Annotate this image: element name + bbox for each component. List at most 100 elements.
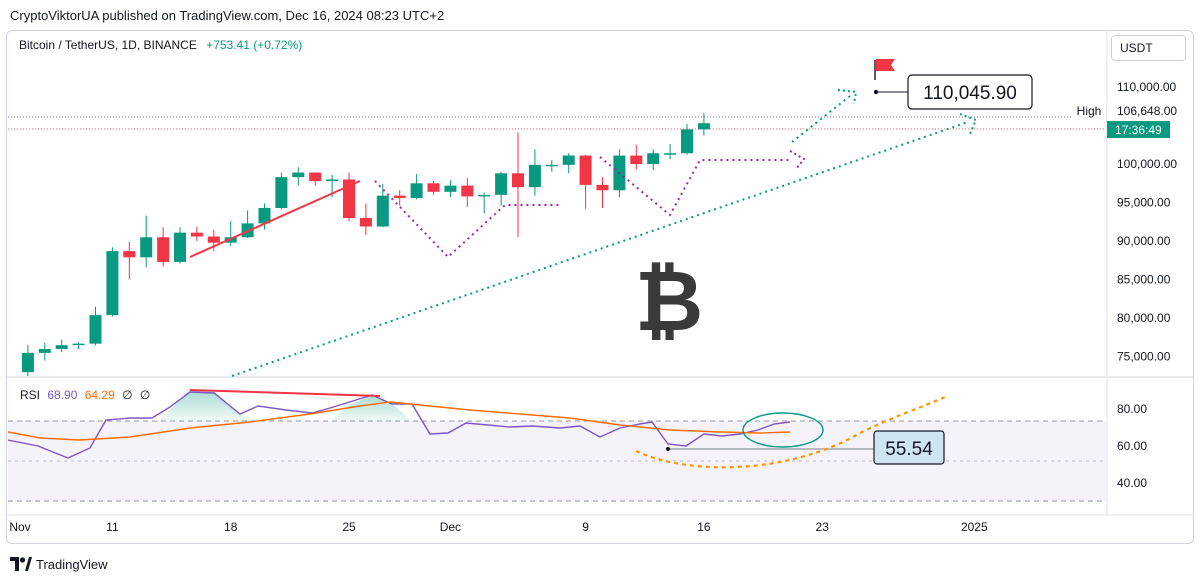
high-label: High	[1077, 104, 1102, 118]
bitcoin-symbol: ₿	[635, 254, 703, 348]
candle-body[interactable]	[697, 123, 710, 130]
price-tick-label: 110,000.00	[1117, 80, 1176, 94]
candle-body[interactable]	[562, 155, 575, 165]
rsi-tick-label: 80.00	[1117, 402, 1147, 416]
candle-body[interactable]	[393, 195, 406, 198]
symbol-change: +753.41 (+0.72%)	[206, 38, 303, 52]
candle-body[interactable]	[106, 251, 119, 316]
rsi-legend-param-2: ∅	[139, 388, 151, 402]
rsi-legend-param-1: ∅	[122, 388, 133, 402]
candle-body[interactable]	[410, 183, 423, 198]
price-tick-label: 80,000.00	[1117, 311, 1171, 325]
candle-body[interactable]	[528, 164, 541, 188]
support-trendline[interactable]	[231, 121, 969, 377]
candle-body[interactable]	[157, 237, 170, 262]
rsi-support-dot[interactable]	[666, 447, 670, 451]
candle-body[interactable]	[343, 179, 355, 218]
rsi-target-text: 55.54	[885, 439, 933, 460]
candle-body[interactable]	[647, 153, 660, 165]
candle-body[interactable]	[258, 207, 271, 224]
candle-body[interactable]	[596, 184, 609, 191]
time-tick-label: Dec	[440, 520, 461, 534]
candle-body[interactable]	[478, 194, 491, 197]
candle-body[interactable]	[72, 343, 85, 346]
chart-frame[interactable]	[6, 30, 1194, 544]
flag-icon[interactable]	[874, 59, 895, 80]
currency-label: USDT	[1120, 41, 1153, 55]
price-drawings[interactable]: 110,045.90 ₿	[189, 59, 1033, 377]
target-dot[interactable]	[873, 89, 879, 95]
candle-body[interactable]	[224, 237, 237, 243]
rsi-tick-label: 60.00	[1117, 439, 1147, 453]
candle-body[interactable]	[21, 352, 34, 373]
pattern-second-leg[interactable]	[599, 156, 790, 217]
rsi-curve-projection[interactable]	[635, 395, 946, 469]
rsi-legend-value: 68.90	[47, 388, 78, 402]
candle-body[interactable]	[461, 185, 474, 197]
candle-body[interactable]	[579, 155, 592, 185]
candle-body[interactable]	[630, 155, 643, 165]
candle-body[interactable]	[207, 236, 220, 243]
candle-body[interactable]	[309, 172, 322, 182]
projection-arrow[interactable]	[837, 89, 858, 105]
candle-body[interactable]	[190, 232, 203, 237]
candle-body[interactable]	[495, 173, 508, 195]
price-tick-label: 75,000.00	[1117, 350, 1171, 364]
double-bottom-pattern[interactable]	[374, 180, 560, 259]
rsi-overbought-fill-2	[330, 395, 412, 421]
candle-body[interactable]	[38, 349, 51, 353]
candle-body[interactable]	[444, 185, 457, 192]
high-badge: High 106,648.00	[1071, 103, 1189, 119]
price-tick-label: 100,000.00	[1117, 157, 1177, 171]
candle-body[interactable]	[376, 195, 389, 227]
candle-body[interactable]	[545, 164, 558, 167]
candle-body[interactable]	[123, 251, 136, 258]
pattern-target-arrow[interactable]	[789, 150, 806, 170]
symbol-header[interactable]: Bitcoin / TetherUS, 1D, BINANCE +753.41 …	[19, 38, 302, 52]
candle-body[interactable]	[681, 129, 693, 154]
candle-body[interactable]	[326, 179, 339, 182]
candle-body[interactable]	[275, 177, 288, 208]
time-tick-label: 18	[224, 520, 238, 534]
target-price-text: 110,045.90	[923, 83, 1017, 104]
time-tick-label: Nov	[9, 520, 30, 534]
candle-body[interactable]	[427, 183, 440, 192]
target-price-callout[interactable]	[907, 74, 1033, 110]
bearish-divergence-line[interactable]	[189, 180, 361, 258]
rsi-legend[interactable]: RSI 68.90 64.29 ∅ ∅	[20, 388, 150, 402]
time-tick-label: 2025	[961, 520, 988, 534]
rsi-legend-name: RSI	[20, 388, 41, 402]
time-tick-label: 25	[342, 520, 356, 534]
rsi-divergence-line[interactable]	[189, 389, 381, 397]
time-tick-label: 23	[816, 520, 830, 534]
rsi-ma-line	[8, 401, 791, 441]
support-trend-arrow[interactable]	[959, 113, 978, 135]
price-tick-label: 85,000.00	[1117, 273, 1171, 287]
rsi-legend-ma: 64.29	[84, 388, 115, 402]
candle-body[interactable]	[359, 218, 372, 227]
candle-body[interactable]	[664, 153, 677, 155]
candle-body[interactable]	[512, 173, 524, 188]
candle-body[interactable]	[89, 315, 102, 344]
rsi-line	[8, 391, 791, 459]
footer-brand: TradingView	[36, 556, 108, 572]
symbol-name: Bitcoin / TetherUS, 1D, BINANCE	[19, 38, 197, 52]
countdown-badge: 17:36:49	[1107, 121, 1170, 138]
candle-body[interactable]	[55, 345, 68, 350]
rsi-tick-label: 40.00	[1117, 476, 1147, 490]
rsi-target-callout[interactable]	[873, 430, 945, 465]
footer: TradingView	[10, 554, 108, 574]
tradingview-logo-icon	[10, 557, 32, 571]
time-tick-label: 9	[582, 520, 589, 534]
price-tick-label: 90,000.00	[1117, 234, 1171, 248]
projection-path[interactable]	[791, 95, 851, 143]
high-value: 106,648.00	[1117, 104, 1177, 118]
publish-header: CryptoViktorUA published on TradingView.…	[0, 0, 1200, 30]
currency-button[interactable]: USDT	[1111, 35, 1186, 61]
countdown-text: 17:36:49	[1115, 123, 1162, 137]
candle-body[interactable]	[174, 232, 186, 262]
rsi-highlight-ellipse[interactable]	[742, 412, 824, 448]
candle-body[interactable]	[140, 237, 153, 258]
candle-body[interactable]	[292, 172, 305, 178]
